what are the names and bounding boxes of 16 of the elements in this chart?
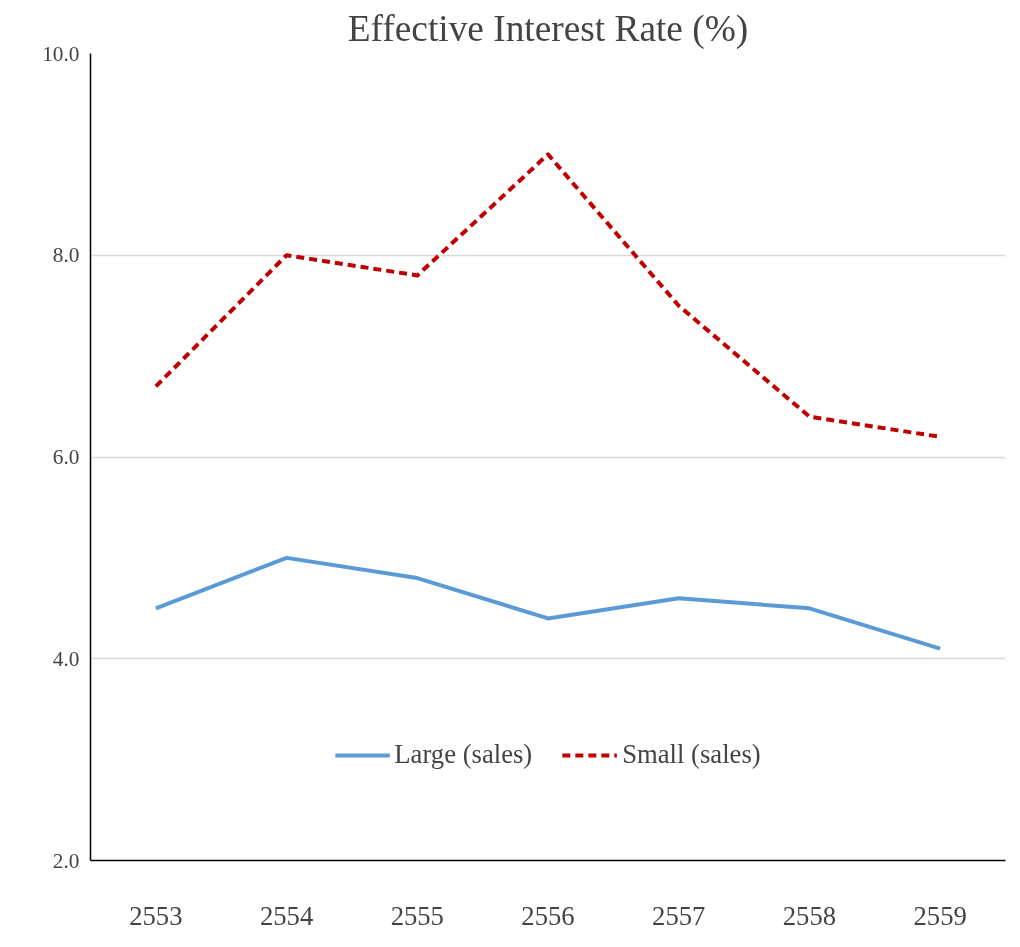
y-tick-label: 6.0	[52, 445, 80, 469]
y-tick-label: 8.0	[52, 243, 80, 268]
x-tick-label: 2558	[782, 900, 837, 931]
y-tick-label: 4.0	[52, 646, 80, 671]
x-tick-label: 2556	[521, 900, 575, 931]
chart-title: Effective Interest Rate (%)	[347, 7, 749, 50]
y-tick-label: 10.0	[42, 41, 80, 66]
x-tick-label: 2554	[259, 900, 314, 931]
x-tick-label: 2555	[390, 900, 444, 931]
x-tick-label: 2559	[913, 900, 967, 931]
x-tick-label: 2553	[129, 900, 183, 931]
line-series	[153, 555, 943, 651]
y-tick-label: 2.0	[52, 848, 80, 873]
legend-label: Small (sales)	[622, 739, 761, 770]
x-tick-label: 2557	[652, 900, 706, 931]
legend-label: Large (sales)	[394, 739, 533, 770]
